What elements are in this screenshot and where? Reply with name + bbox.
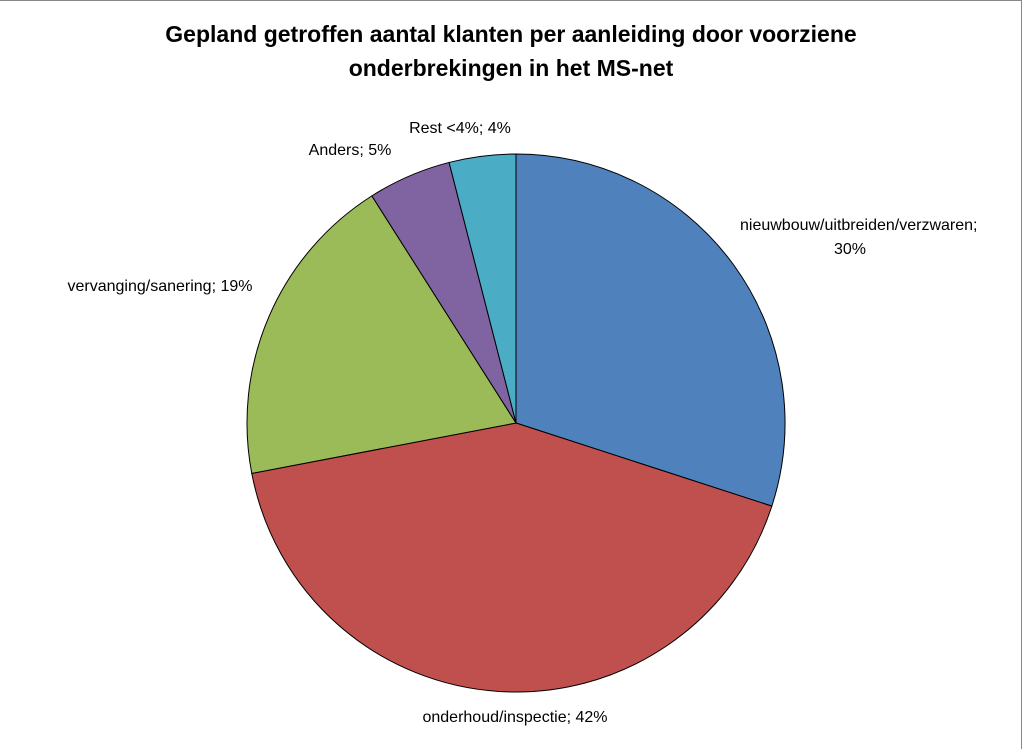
chart-title: Gepland getroffen aantal klanten per aan… <box>165 21 857 81</box>
data-label: nieuwbouw/uitbreiden/verzwaren; 30% <box>740 217 978 258</box>
pie-slice <box>515 153 786 507</box>
pie-slice <box>448 153 517 424</box>
data-label: onderhoud/inspectie; 42% <box>422 709 608 726</box>
data-label: vervanging/sanering; 19% <box>67 278 253 295</box>
data-label: Anders; 5% <box>308 142 392 159</box>
pie-slice <box>246 195 517 474</box>
pie-slice <box>251 422 773 693</box>
data-label: Rest <4%; 4% <box>409 120 511 137</box>
